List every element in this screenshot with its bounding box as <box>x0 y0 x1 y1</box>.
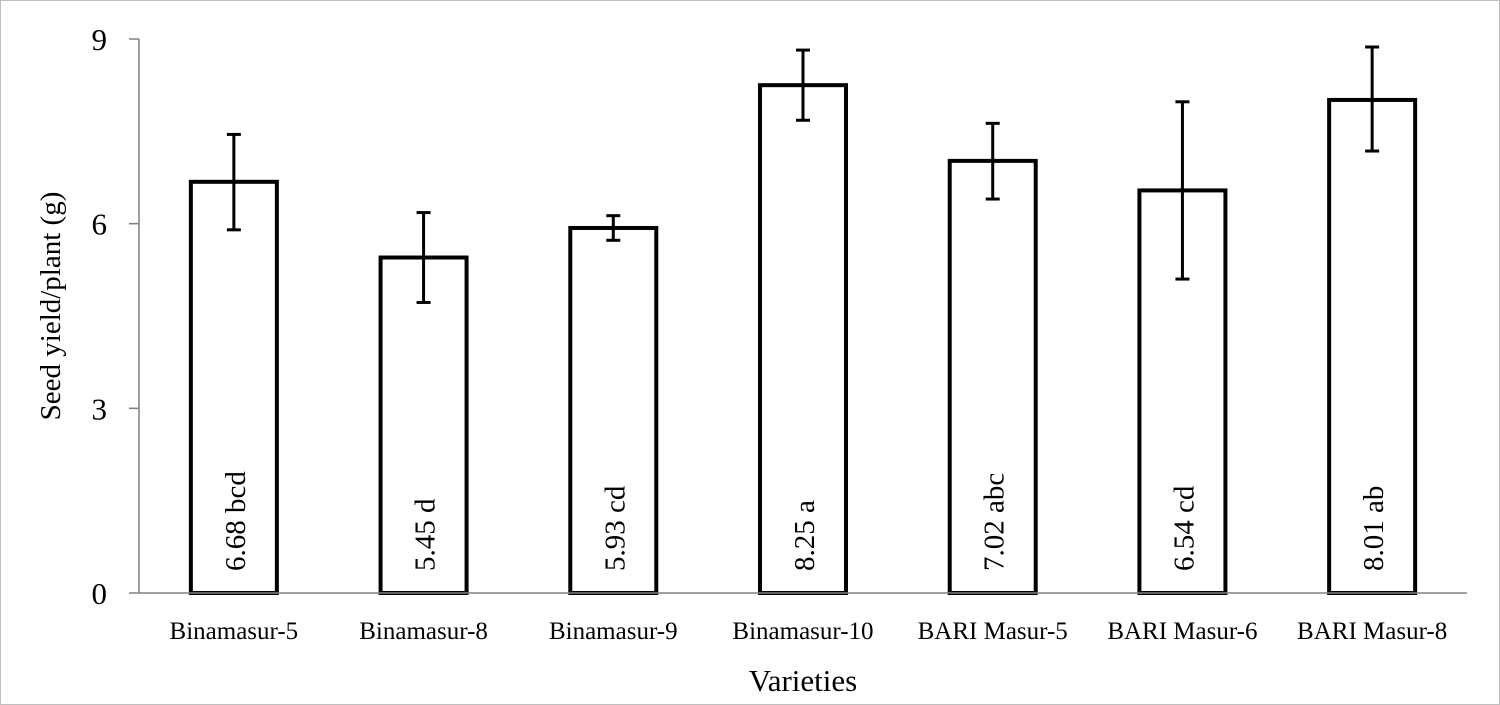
data-label: 5.45 d <box>410 498 442 571</box>
y-axis-title: Seed yield/plant (g) <box>35 192 67 421</box>
x-tick-label: Binamasur-10 <box>732 618 873 645</box>
y-tick-label: 3 <box>92 391 108 426</box>
error-bar <box>1175 100 1190 281</box>
error-bars-group <box>226 45 1380 304</box>
data-label: 8.01 ab <box>1358 486 1390 571</box>
x-tick-label: BARI Masur-8 <box>1297 618 1447 645</box>
error-bar <box>606 214 621 242</box>
data-label: 6.68 bcd <box>220 471 252 571</box>
error-bar <box>1365 45 1380 153</box>
y-axis-ticks: 0 3 6 9 <box>92 22 139 611</box>
x-tick-label: BARI Masur-6 <box>1107 618 1257 645</box>
data-label: 7.02 abc <box>979 473 1011 571</box>
bar <box>1327 97 1418 595</box>
error-bar <box>796 48 810 122</box>
error-bar <box>226 132 241 232</box>
error-bar <box>985 121 1000 201</box>
error-bar <box>416 211 431 304</box>
x-tick-label: Binamasur-9 <box>549 618 678 645</box>
x-tick-label: BARI Masur-5 <box>918 618 1068 645</box>
y-tick-label: 9 <box>92 22 108 57</box>
y-tick-label: 0 <box>92 576 108 611</box>
x-axis-title: Varieties <box>749 663 857 698</box>
x-axis-ticks: Binamasur-5 Binamasur-8 Binamasur-9 Binamas… <box>170 618 1448 645</box>
data-label: 6.54 cd <box>1168 485 1200 571</box>
bar <box>758 83 848 596</box>
data-label: 5.93 cd <box>599 485 631 571</box>
bar <box>947 158 1038 595</box>
x-tick-label: Binamasur-8 <box>359 618 488 645</box>
x-tick-label: Binamasur-5 <box>170 618 299 645</box>
data-labels-group: 6.68 bcd 5.45 d 5.93 cd 8.25 a 7.02 abc 6.54 … <box>220 471 1390 571</box>
bar <box>188 179 279 595</box>
y-tick-label: 6 <box>92 207 108 242</box>
data-label: 8.25 a <box>789 500 821 571</box>
